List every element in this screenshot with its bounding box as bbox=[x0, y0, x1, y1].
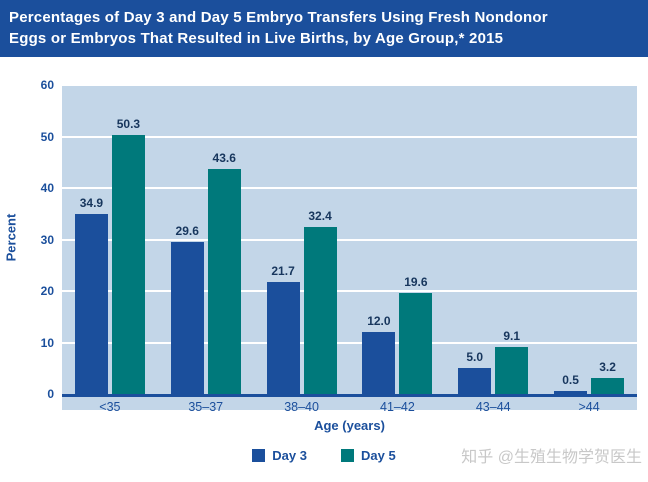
bar-value-label: 9.1 bbox=[503, 329, 521, 344]
legend: Day 3 Day 5 bbox=[0, 448, 648, 463]
bar-value-label: 5.0 bbox=[466, 350, 484, 365]
gridline-60 bbox=[62, 84, 637, 86]
bar-day-5-<35: 50.3 bbox=[111, 117, 145, 394]
bar-group-41–42: 12.0 19.6 bbox=[349, 85, 445, 394]
bar-value-label: 43.6 bbox=[212, 151, 236, 166]
legend-label: Day 5 bbox=[361, 448, 396, 463]
bar-day-5-41–42: 19.6 bbox=[399, 275, 433, 394]
bar-value-label: 34.9 bbox=[79, 196, 104, 211]
bar-group-<35: 34.9 50.3 bbox=[62, 85, 158, 394]
bar-value-label: 21.7 bbox=[271, 264, 295, 279]
bar-day-3-41–42: 12.0 bbox=[362, 314, 396, 394]
plot-panel: 34.9 50.3 29.6 43.6 21.7 32.4 12.0 19.6 5.0 9.1 0.… bbox=[62, 84, 637, 410]
bar-day-3-<35: 34.9 bbox=[74, 196, 108, 394]
x-category-label-41–42: 41–42 bbox=[380, 400, 415, 414]
legend-swatch bbox=[252, 449, 266, 462]
bar-value-label: 29.6 bbox=[175, 223, 199, 238]
bar-value-label: 32.4 bbox=[308, 209, 332, 224]
chart-area: Percent 34.9 50.3 29.6 43.6 21.7 32.4 12.0 19.6… bbox=[0, 57, 648, 482]
watermark: 知乎 @生殖生物学贺医生 bbox=[461, 449, 642, 466]
bar-day-5->44: 3.2 bbox=[591, 360, 625, 394]
bar-value-label: 12.0 bbox=[367, 314, 391, 329]
bar-value-label: 3.2 bbox=[599, 359, 616, 374]
gridline-50 bbox=[62, 135, 637, 138]
bar-day-5-38–40: 32.4 bbox=[303, 209, 337, 394]
bar-day-3-43–44: 5.0 bbox=[458, 350, 492, 394]
bar-day-5-43–44: 9.1 bbox=[495, 329, 529, 394]
bar-day-3->44: 0.5 bbox=[554, 373, 588, 394]
x-category-label-43–44: 43–44 bbox=[475, 400, 511, 414]
gridline-20 bbox=[62, 290, 637, 292]
bar-group-35–37: 29.6 43.6 bbox=[158, 85, 254, 394]
bar-group-38–40: 21.7 32.4 bbox=[254, 85, 350, 394]
legend-item-day-3: Day 3 bbox=[252, 448, 307, 463]
bars-layer: 34.9 50.3 29.6 43.6 21.7 32.4 12.0 19.6 5.0 9.1 0.… bbox=[62, 85, 637, 394]
y-tick-label-30: 30 bbox=[40, 232, 54, 247]
x-category-label-38–40: 38–40 bbox=[284, 400, 319, 414]
y-tick-label-50: 50 bbox=[40, 129, 54, 144]
bar-value-label: 0.5 bbox=[562, 373, 579, 388]
bar-day-5-35–37: 43.6 bbox=[207, 151, 241, 394]
y-tick-label-10: 10 bbox=[40, 335, 54, 350]
y-tick-label-20: 20 bbox=[40, 284, 54, 298]
legend-swatch bbox=[341, 449, 354, 462]
legend-label: Day 3 bbox=[272, 448, 307, 463]
bar-group->44: 0.5 3.2 bbox=[541, 85, 637, 394]
bar-value-label: 50.3 bbox=[116, 116, 141, 131]
x-axis-line bbox=[62, 394, 637, 397]
chart-title-line-1: Percentages of Day 3 and Day 5 Embryo Tr… bbox=[9, 9, 548, 26]
x-category-label-<35: <35 bbox=[99, 400, 121, 414]
bar-day-3-38–40: 21.7 bbox=[266, 264, 300, 394]
x-axis-title: Age (years) bbox=[314, 418, 385, 433]
gridline-40 bbox=[62, 187, 637, 189]
gridline-30 bbox=[62, 238, 637, 241]
legend-item-day-5: Day 5 bbox=[341, 448, 396, 463]
y-tick-label-0: 0 bbox=[47, 387, 54, 401]
bar-value-label: 19.6 bbox=[404, 275, 428, 290]
chart-title-banner: Percentages of Day 3 and Day 5 Embryo Tr… bbox=[0, 0, 648, 57]
bar-group-43–44: 5.0 9.1 bbox=[445, 85, 541, 394]
x-category-label-35–37: 35–37 bbox=[188, 400, 224, 414]
y-tick-label-60: 60 bbox=[40, 78, 54, 92]
gridline-10 bbox=[62, 341, 637, 344]
y-tick-label-40: 40 bbox=[40, 181, 54, 195]
x-category-label->44: >44 bbox=[578, 400, 600, 414]
chart-title-line-2: Eggs or Embryos That Resulted in Live Bi… bbox=[9, 30, 504, 47]
bar-day-3-35–37: 29.6 bbox=[170, 224, 204, 394]
